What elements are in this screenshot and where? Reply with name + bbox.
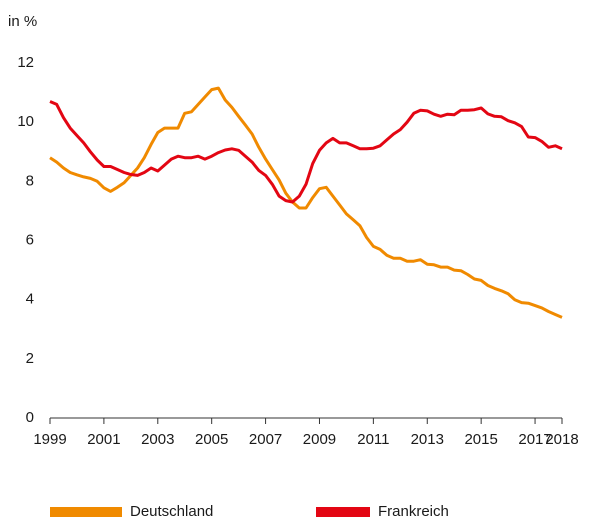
series-line <box>49 100 563 204</box>
x-tick-label: 2001 <box>87 431 120 448</box>
y-tick-label: 0 <box>26 409 34 426</box>
x-tick-label: 1999 <box>33 431 66 448</box>
x-tick-label: 2011 <box>357 431 389 448</box>
x-tick-label: 2009 <box>303 431 336 448</box>
x-tick-label: 2003 <box>141 431 174 448</box>
x-tick-label: 2018 <box>545 431 578 448</box>
y-tick-label: 6 <box>26 231 34 248</box>
y-tick-label: 2 <box>26 350 34 367</box>
legend-label: Frankreich <box>378 503 449 520</box>
legend-label: Deutschland <box>130 503 213 520</box>
y-tick-label: 4 <box>26 291 34 308</box>
legend-swatch <box>50 507 122 517</box>
series-line <box>49 86 563 319</box>
x-tick-label: 2015 <box>464 431 497 448</box>
legend-swatch <box>316 507 370 517</box>
x-tick-label: 2005 <box>195 431 228 448</box>
y-tick-label: 8 <box>26 172 34 189</box>
x-tick-label: 2017 <box>518 431 551 448</box>
x-tick-label: 2007 <box>249 431 282 448</box>
y-axis-label: in % <box>8 13 37 30</box>
y-tick-label: 12 <box>17 54 34 71</box>
x-tick-label: 2013 <box>411 431 444 448</box>
y-tick-label: 10 <box>17 113 34 130</box>
